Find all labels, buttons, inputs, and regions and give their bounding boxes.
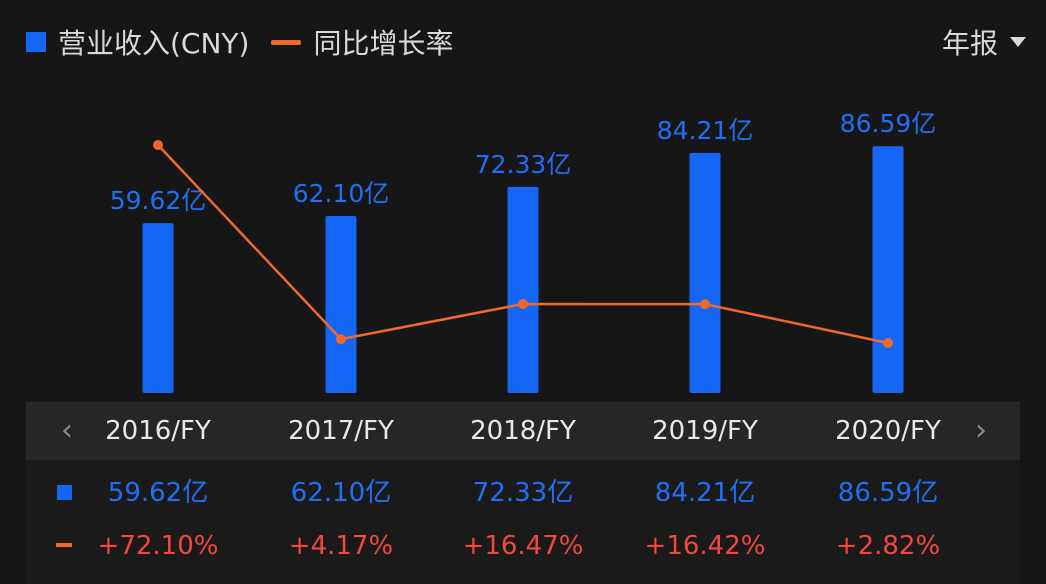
growth-cell: +2.82% (835, 531, 941, 561)
chevron-left-icon[interactable]: ‹ (61, 413, 73, 448)
revenue-bar-label: 86.59亿 (840, 109, 937, 138)
year-label[interactable]: 2016/FY (105, 416, 211, 446)
data-table (26, 460, 1020, 584)
growth-point (883, 338, 893, 348)
growth-point (518, 298, 528, 309)
revenue-bar-label: 62.10亿 (293, 179, 390, 208)
revenue-bar-label: 84.21亿 (657, 116, 754, 145)
growth-cell: +4.17% (288, 531, 394, 561)
growth-point (700, 299, 710, 310)
chart-legend: 营业收入(CNY) 同比增长率 (26, 22, 453, 62)
growth-cell: +16.47% (462, 531, 584, 561)
revenue-bar (507, 186, 539, 393)
growth-row-icon (56, 543, 72, 547)
year-label[interactable]: 2018/FY (470, 416, 576, 446)
revenue-cell: 72.33亿 (472, 478, 574, 508)
growth-point (336, 334, 346, 345)
growth-legend-swatch (271, 39, 302, 45)
revenue-legend-swatch (26, 32, 46, 52)
revenue-cell: 84.21亿 (654, 478, 756, 508)
revenue-row-icon (57, 485, 72, 500)
year-label[interactable]: 2017/FY (288, 416, 394, 446)
revenue-legend-label: 营业收入(CNY) (58, 27, 250, 60)
caret-down-icon (1010, 37, 1026, 47)
revenue-bar-label: 72.33亿 (475, 150, 572, 179)
growth-cell: +72.10% (97, 531, 219, 561)
year-label[interactable]: 2019/FY (652, 416, 758, 446)
revenue-cell: 86.59亿 (837, 478, 939, 508)
period-selector-label: 年报 (941, 27, 998, 60)
period-selector[interactable]: 年报 (942, 22, 1026, 62)
revenue-cell: 59.62亿 (107, 478, 209, 508)
revenue-chart: 59.62亿 62.10亿 72.33亿 84.21亿 86.59亿 (110, 109, 937, 393)
year-label[interactable]: 2020/FY (835, 416, 941, 446)
revenue-bar (872, 146, 904, 393)
growth-cell: +16.42% (644, 531, 766, 561)
growth-legend-label: 同比增长率 (313, 27, 454, 60)
revenue-bar (325, 216, 357, 393)
year-axis-bar (26, 402, 1020, 461)
revenue-bar-label: 59.62亿 (110, 186, 207, 215)
chevron-right-icon[interactable]: › (975, 413, 987, 448)
revenue-bar (689, 153, 721, 393)
growth-point (153, 140, 163, 150)
revenue-cell: 62.10亿 (290, 478, 392, 508)
revenue-bar (142, 223, 174, 393)
